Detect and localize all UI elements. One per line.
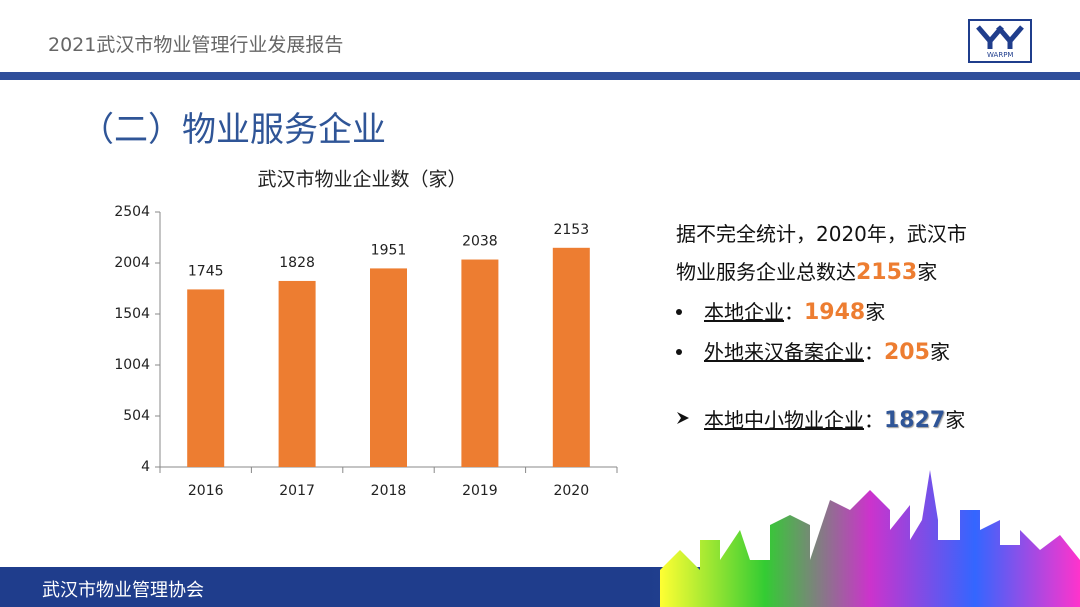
bullet-number: 1948 — [804, 300, 866, 325]
bullet-unit: 家 — [929, 340, 950, 364]
section-title: （二）物业服务企业 — [80, 110, 386, 150]
value-label: 1828 — [279, 255, 315, 271]
header-bar — [0, 72, 1080, 80]
logo: WARPM — [968, 19, 1032, 63]
bullet-number: 205 — [884, 340, 930, 365]
highlight-unit: 家 — [945, 408, 966, 432]
y-tick-label: 1004 — [114, 357, 150, 373]
bullet-dot — [676, 349, 682, 355]
value-label: 2038 — [462, 234, 498, 250]
value-label: 2153 — [553, 222, 589, 238]
summary-unit: 家 — [917, 260, 938, 284]
y-tick-label: 2004 — [114, 255, 150, 271]
chart-title: 武汉市物业企业数（家） — [257, 169, 466, 191]
bullet: 本地企业：1948家 — [704, 296, 885, 325]
logo-text: WARPM — [987, 51, 1014, 59]
highlight: 本地中小物业企业：1827家 — [704, 404, 965, 433]
x-tick-label: 2018 — [371, 483, 407, 499]
bullet-unit: 家 — [865, 300, 886, 324]
bar — [187, 289, 225, 467]
x-tick-label: 2017 — [279, 483, 315, 499]
logo-mark — [976, 25, 1024, 49]
y-tick-label: 504 — [123, 408, 150, 424]
bullet-dot — [676, 309, 682, 315]
bullet-sep: ： — [784, 300, 804, 324]
summary-number: 2153 — [856, 260, 918, 285]
y-tick-label: 1504 — [114, 306, 150, 322]
value-label: 1951 — [371, 242, 407, 258]
y-tick-label: 2504 — [114, 204, 150, 220]
x-tick-label: 2020 — [553, 483, 589, 499]
y-tick-label: 4 — [141, 459, 150, 475]
chart: 武汉市物业企业数（家） 4 504 1004 1504 2004 2504 2016 1745… — [114, 169, 618, 499]
highlight-sep: ： — [864, 408, 884, 432]
x-tick-label: 2016 — [188, 483, 224, 499]
bar — [370, 268, 407, 467]
highlight-number: 1827 — [884, 408, 946, 433]
skyline — [660, 470, 1080, 607]
bullet: 外地来汉备案企业：205家 — [704, 336, 950, 365]
bar — [552, 247, 590, 467]
highlight-label: 本地中小物业企业 — [704, 408, 864, 432]
bar — [461, 259, 499, 467]
bullet-sep: ： — [864, 340, 884, 364]
bar — [278, 280, 316, 467]
footer-org: 武汉市物业管理协会 — [42, 580, 204, 601]
summary-line2: 物业服务企业总数达2153家 — [676, 256, 937, 285]
header-title: 2021武汉市物业管理行业发展报告 — [48, 34, 344, 56]
value-label: 1745 — [188, 263, 224, 279]
summary-line1: 据不完全统计，2020年，武汉市 — [676, 222, 967, 246]
summary-text: 物业服务企业总数达 — [676, 260, 856, 284]
bullet-label: 外地来汉备案企业 — [704, 340, 864, 364]
arrow-bullet — [677, 412, 689, 424]
x-tick-label: 2019 — [462, 483, 498, 499]
bullet-label: 本地企业 — [704, 300, 784, 324]
